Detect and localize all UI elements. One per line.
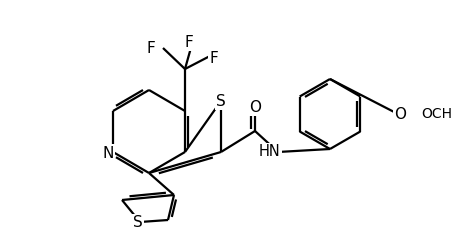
Text: OCH₃: OCH₃ <box>420 107 451 121</box>
Text: F: F <box>146 41 155 55</box>
Text: S: S <box>133 215 143 229</box>
Text: S: S <box>216 93 226 109</box>
Text: F: F <box>209 51 218 65</box>
Text: N: N <box>102 145 114 161</box>
Text: O: O <box>249 99 260 114</box>
Text: O: O <box>393 106 405 122</box>
Text: HN: HN <box>258 144 280 160</box>
Text: F: F <box>184 35 193 49</box>
